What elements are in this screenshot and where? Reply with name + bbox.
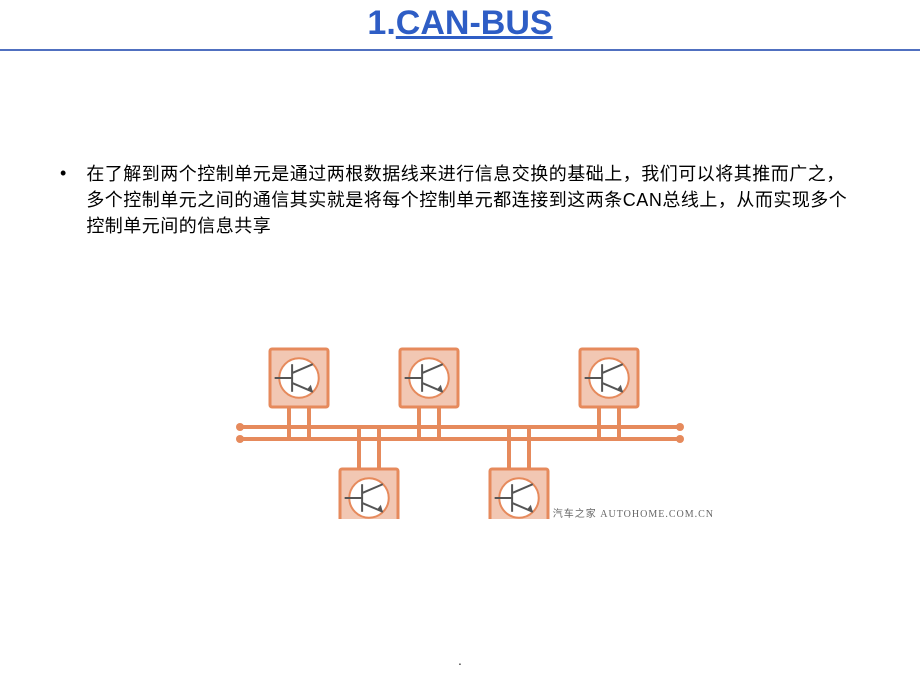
- footer-dot: .: [458, 652, 462, 668]
- title-text: CAN-BUS: [396, 4, 553, 42]
- title-prefix: 1.: [367, 4, 395, 42]
- diagram-svg: [200, 309, 720, 519]
- diagram-watermark: 汽车之家 AUTOHOME.COM.CN: [553, 505, 714, 520]
- bullet-icon: •: [60, 161, 86, 186]
- paragraph: • 在了解到两个控制单元是通过两根数据线来进行信息交换的基础上，我们可以将其推而…: [60, 161, 860, 239]
- can-bus-diagram: 汽车之家 AUTOHOME.COM.CN: [200, 309, 720, 524]
- page-title: 1.CAN-BUS: [367, 4, 552, 43]
- paragraph-text: 在了解到两个控制单元是通过两根数据线来进行信息交换的基础上，我们可以将其推而广之…: [86, 161, 860, 239]
